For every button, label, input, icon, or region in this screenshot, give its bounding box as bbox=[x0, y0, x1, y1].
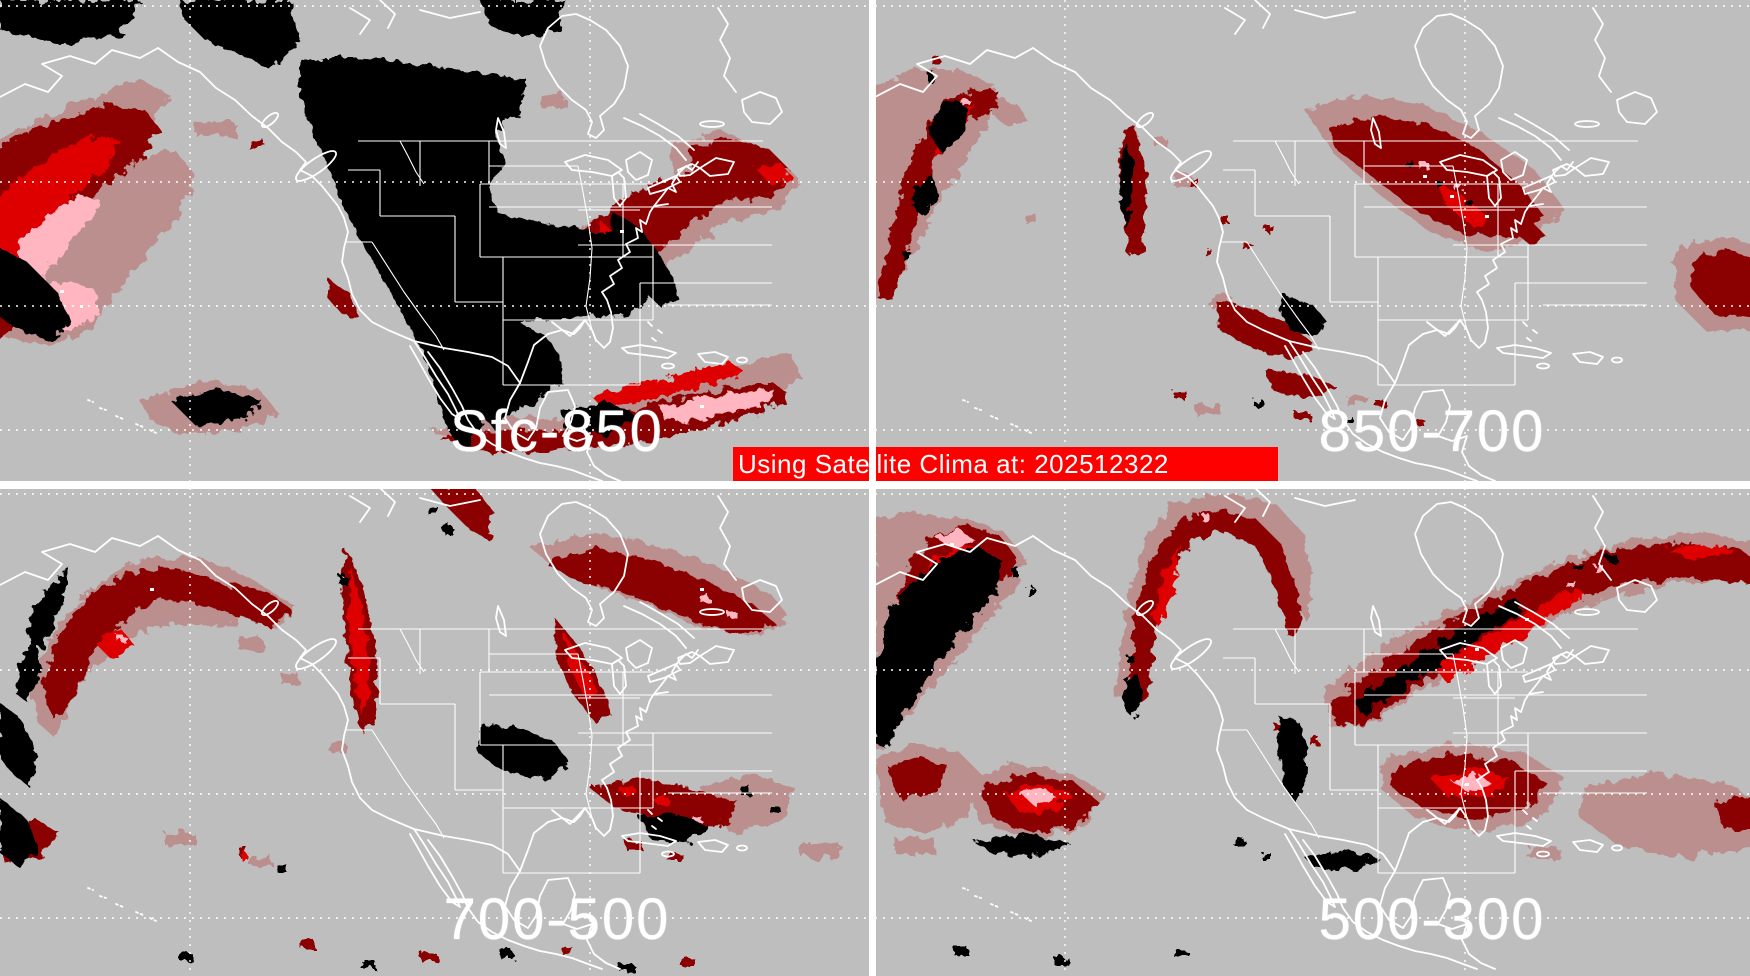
panel-label-500-300: 500-300 bbox=[1318, 887, 1546, 952]
data-layer-white-specks bbox=[1423, 175, 1489, 218]
panel-500-300: 500-300 bbox=[875, 488, 1750, 976]
panel-sfc-850: Sfc-850 bbox=[0, 0, 875, 488]
map-canvas-700-500 bbox=[0, 488, 875, 976]
timestamp-banner: Using Satellite Clima at: 202512322 bbox=[733, 447, 1278, 481]
data-layer-black bbox=[0, 0, 680, 452]
data-layer-red bbox=[95, 568, 667, 859]
panel-label-700-500: 700-500 bbox=[443, 887, 671, 952]
panel-label-850-700: 850-700 bbox=[1318, 399, 1546, 464]
data-layer-pink bbox=[118, 596, 737, 822]
panel-850-700: 850-700 bbox=[875, 0, 1750, 488]
map-canvas-500-300 bbox=[875, 488, 1750, 976]
map-canvas-sfc-850 bbox=[0, 0, 875, 488]
panel-700-500: 700-500 bbox=[0, 488, 875, 976]
data-layer-white-specks bbox=[150, 588, 704, 591]
ocean-land-background bbox=[0, 488, 875, 976]
panel-label-sfc-850: Sfc-850 bbox=[450, 399, 664, 464]
map-canvas-850-700 bbox=[875, 0, 1750, 488]
horizontal-panel-divider bbox=[0, 481, 1750, 489]
ocean-land-background bbox=[875, 0, 1750, 488]
